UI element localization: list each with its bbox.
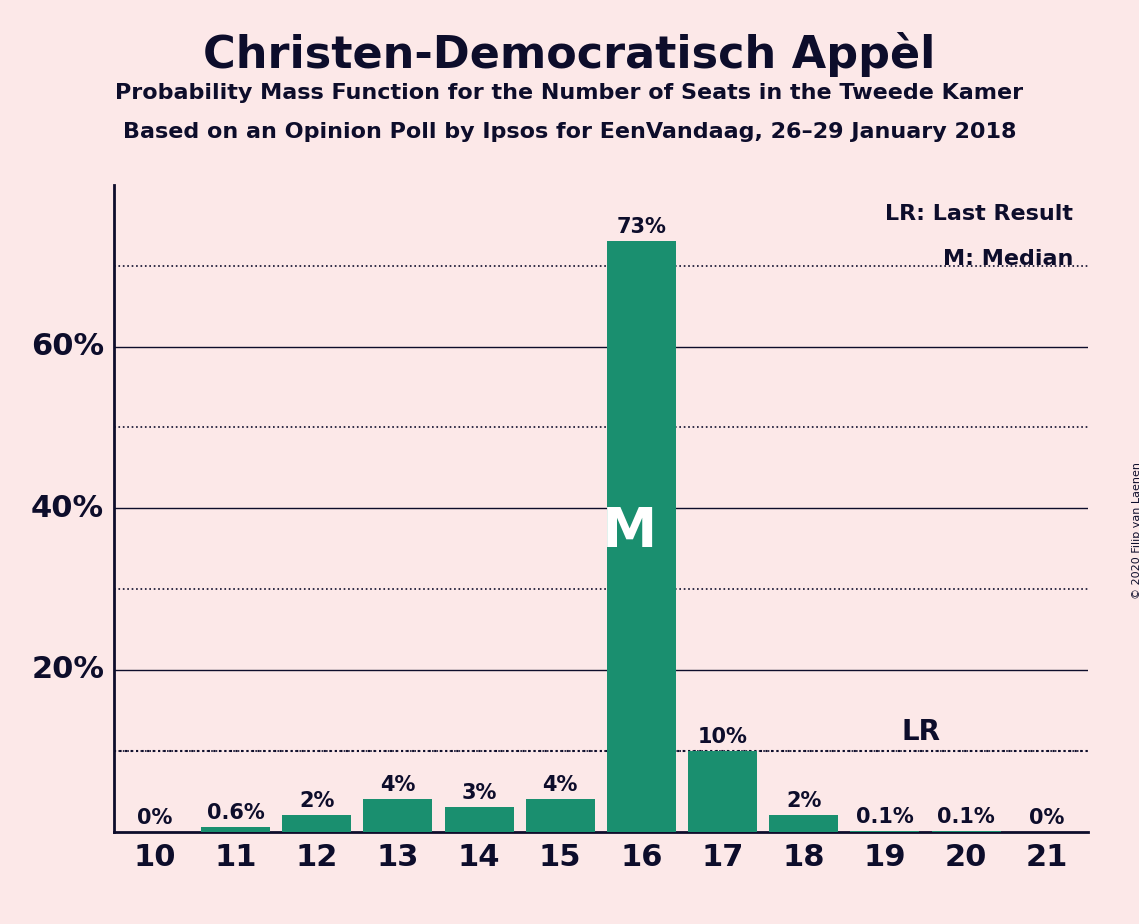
Text: Based on an Opinion Poll by Ipsos for EenVandaag, 26–29 January 2018: Based on an Opinion Poll by Ipsos for Ee… [123,122,1016,142]
Text: 10%: 10% [697,726,747,747]
Bar [769,816,838,832]
Bar [444,808,514,832]
Text: © 2020 Filip van Laenen: © 2020 Filip van Laenen [1132,462,1139,599]
Text: 0.6%: 0.6% [207,803,264,822]
Bar [363,799,433,832]
Text: 20%: 20% [31,655,104,685]
Bar [688,750,757,832]
Text: 4%: 4% [380,775,416,796]
Text: 3%: 3% [461,784,497,803]
Bar [526,799,595,832]
Bar [607,241,675,832]
Text: 2%: 2% [786,791,821,811]
Bar [282,816,351,832]
Text: Christen-Democratisch Appèl: Christen-Democratisch Appèl [204,32,935,78]
Text: 0%: 0% [1030,808,1065,828]
Text: LR: LR [901,718,940,746]
Text: 2%: 2% [300,791,335,811]
Text: M: M [601,505,657,559]
Text: Probability Mass Function for the Number of Seats in the Tweede Kamer: Probability Mass Function for the Number… [115,83,1024,103]
Text: 40%: 40% [31,493,104,523]
Text: LR: Last Result: LR: Last Result [885,204,1073,225]
Text: 4%: 4% [542,775,577,796]
Text: 60%: 60% [31,332,104,361]
Text: 73%: 73% [616,217,666,237]
Text: M: Median: M: Median [943,249,1073,270]
Bar [202,827,270,832]
Text: 0.1%: 0.1% [857,807,913,827]
Text: 0.1%: 0.1% [937,807,994,827]
Text: 0%: 0% [137,808,172,828]
